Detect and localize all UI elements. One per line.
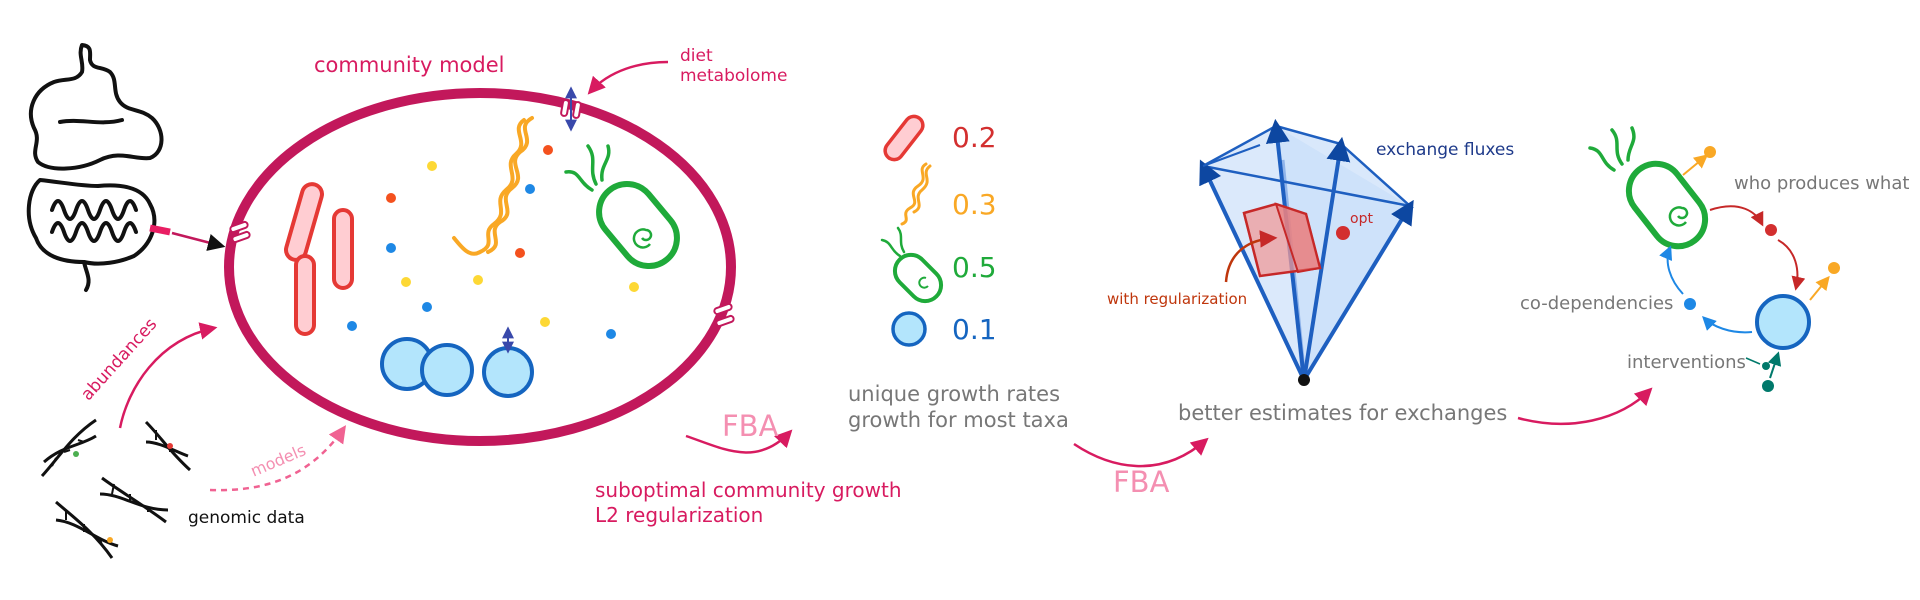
metabolite-dot [1684,298,1696,310]
diet-metabolome-label: diet metabolome [680,46,788,87]
community-model-title: community model [314,53,505,77]
dna-icon [40,418,97,478]
membrane-transporter-icon [713,302,735,328]
rod-bacterium-icon [883,114,925,162]
regularization-arrow [1224,230,1278,283]
diet-arrow [587,60,669,95]
rod-bacterium-icon [284,182,354,336]
coccus-icon [1755,294,1811,350]
who-produces-label: who produces what [1734,173,1910,194]
gut-icon [26,43,164,292]
dna-icon [99,476,169,524]
exchange-fluxes-label: exchange fluxes [1376,140,1515,160]
coccus-icon [891,311,927,347]
fba-label-1: FBA [722,409,779,443]
flagellated-bacterium-icon [880,226,944,304]
optimum-point [1336,226,1350,240]
growth-rate-value: 0.3 [952,188,997,221]
metabolite-dot [1828,262,1840,274]
spirochete-icon [452,116,534,256]
flagellated-bacterium-icon [564,144,680,270]
gut-to-model-arrow [171,231,226,251]
abundances-arrow [118,322,218,429]
better-estimates-label: better estimates for exchanges [1178,401,1508,425]
community-boundary [224,88,736,446]
gut-pink-stub [149,224,171,236]
coccus-icon [380,337,534,398]
membrane-transporter-icon [229,220,251,244]
with-regularization-label: with regularization [1107,290,1248,308]
models-arrow [209,425,346,492]
opt-label: opt [1350,211,1373,227]
flux-arrow [1702,316,1753,334]
unique-growth-label: unique growth rates growth for most taxa [848,382,1069,433]
secretion-arrow [1682,154,1709,176]
flux-arrow [1777,239,1806,291]
fba-label-2: FBA [1113,465,1170,499]
flagellated-bacterium-icon [1588,126,1709,250]
metabolite-dot [1765,224,1777,236]
metabolite-dots [347,145,639,339]
dna-icon [55,500,119,559]
secretion-arrow [1809,275,1830,301]
interventions-label: interventions [1627,352,1746,373]
growth-rate-value: 0.5 [952,251,997,284]
growth-rate-value: 0.1 [952,313,997,346]
spirochete-icon [900,162,932,226]
growth-rate-value: 0.2 [952,121,997,154]
flux-cone [1199,118,1415,386]
metabolite-dot [1704,146,1716,158]
flux-arrow [1709,205,1764,227]
fba-arrow-1 [685,429,793,454]
flux-arrow [1659,245,1684,295]
suboptimal-growth-label: suboptimal community growth L2 regulariz… [595,478,902,527]
dna-icon [144,420,192,472]
intervention-arrow [1767,351,1782,379]
intervention-dot [1762,380,1774,392]
intervention-link [1745,357,1761,365]
intervention-dot [1762,362,1770,370]
genomic-data-label: genomic data [188,508,305,528]
to-interactions-arrow [1517,387,1653,426]
fba-arrow-2 [1073,437,1209,468]
co-dependencies-label: co-dependencies [1520,293,1674,314]
